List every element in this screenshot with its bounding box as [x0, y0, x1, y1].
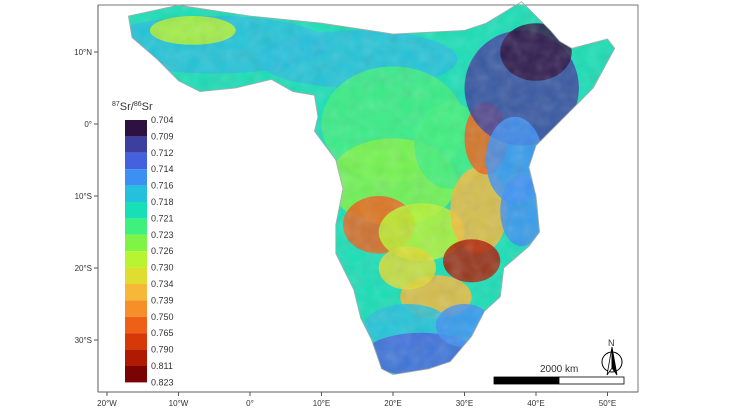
- legend: 87Sr/86Sr 0.704 0.709 0.712 0.714 0.716 0.718…: [112, 101, 174, 387]
- legend-label: 0.721: [151, 213, 174, 223]
- x-tick-label: 10°E: [313, 399, 330, 408]
- legend-swatch: [125, 349, 147, 366]
- legend-swatch: [125, 234, 147, 252]
- x-axis: 20°W 10°W 0° 10°E 20°E 30°E 40°E 50°E: [97, 391, 638, 408]
- legend-swatch: [125, 152, 147, 170]
- legend-swatch: [125, 185, 147, 202]
- north-arrow-icon: N: [601, 338, 623, 376]
- x-tick-label: 40°E: [527, 399, 544, 408]
- legend-swatch: [125, 202, 147, 219]
- legend-label: 0.790: [151, 345, 174, 355]
- legend-swatch: [125, 284, 147, 301]
- legend-label: 0.765: [151, 328, 174, 338]
- legend-swatch: [125, 333, 147, 350]
- x-tick-label: 20°W: [97, 399, 117, 408]
- legend-swatch: [125, 267, 147, 284]
- x-tick-label: 20°E: [384, 399, 401, 408]
- legend-swatch: [125, 169, 147, 186]
- legend-label: 0.709: [151, 131, 174, 141]
- y-axis: 10°N 0° 10°S 20°S 30°S: [74, 5, 99, 392]
- legend-label: 0.704: [151, 115, 174, 125]
- legend-swatch: [125, 300, 147, 317]
- legend-label: 0.739: [151, 295, 174, 305]
- legend-label: 0.716: [151, 181, 174, 191]
- coastline: [127, 1, 616, 376]
- x-tick-label: 30°E: [456, 399, 473, 408]
- legend-swatch: [125, 136, 147, 153]
- legend-label: 0.823: [151, 377, 174, 387]
- x-tick-label: 50°E: [599, 399, 616, 408]
- legend-label: 0.726: [151, 246, 174, 256]
- scale-bar-label: 2000 km: [540, 364, 578, 375]
- legend-swatch: [125, 251, 147, 268]
- legend-label: 0.730: [151, 263, 174, 273]
- north-label: N: [608, 338, 615, 348]
- scale-bar: 2000 km: [493, 364, 625, 385]
- x-tick-label: 10°W: [169, 399, 189, 408]
- legend-label: 0.714: [151, 164, 174, 174]
- y-tick-label: 10°N: [74, 48, 92, 57]
- legend-label: 0.712: [151, 148, 174, 158]
- legend-title: 87Sr/86Sr: [112, 101, 153, 113]
- legend-swatch: [125, 120, 147, 137]
- y-tick-label: 30°S: [75, 336, 92, 345]
- y-tick-label: 10°S: [75, 192, 92, 201]
- legend-swatch: [125, 218, 147, 235]
- y-tick-label: 0°: [84, 120, 92, 129]
- legend-label: 0.718: [151, 197, 174, 207]
- legend-label: 0.734: [151, 279, 174, 289]
- legend-label: 0.723: [151, 230, 174, 240]
- legend-swatch: [125, 366, 147, 383]
- legend-swatch: [125, 316, 147, 334]
- x-tick-label: 0°: [246, 399, 254, 408]
- y-tick-label: 20°S: [75, 264, 92, 273]
- legend-label: 0.750: [151, 312, 174, 322]
- legend-label: 0.811: [151, 361, 173, 371]
